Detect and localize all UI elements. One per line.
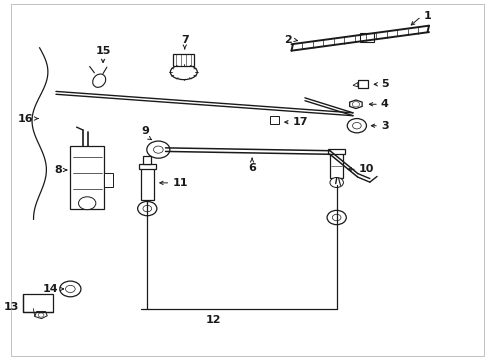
Bar (357, 80, 367, 88)
Text: 12: 12 (205, 315, 221, 325)
Circle shape (146, 141, 169, 158)
Ellipse shape (93, 74, 105, 87)
Circle shape (346, 118, 366, 133)
Text: 10: 10 (358, 164, 373, 174)
Text: 5: 5 (380, 79, 388, 89)
Text: 7: 7 (181, 35, 188, 45)
Bar (327, 149, 345, 154)
Text: 15: 15 (95, 46, 110, 56)
Text: 8: 8 (54, 165, 61, 175)
Text: 2: 2 (283, 35, 291, 45)
Bar (360, 33, 373, 41)
Bar (23, 294, 53, 312)
Bar (329, 153, 343, 178)
Circle shape (79, 197, 96, 210)
Ellipse shape (170, 64, 197, 80)
Polygon shape (35, 311, 47, 319)
Text: 14: 14 (42, 284, 58, 294)
Circle shape (329, 177, 343, 188)
Text: 13: 13 (4, 302, 20, 312)
Bar (173, 54, 194, 66)
Bar (104, 173, 112, 187)
Bar (143, 156, 151, 163)
Bar (270, 116, 279, 124)
Text: 3: 3 (380, 121, 388, 131)
Bar (138, 163, 156, 169)
Polygon shape (349, 100, 362, 109)
Text: 9: 9 (141, 126, 149, 136)
Bar (70, 146, 104, 208)
Polygon shape (352, 82, 357, 87)
Circle shape (138, 202, 157, 216)
Circle shape (153, 146, 163, 153)
Text: 17: 17 (292, 117, 307, 127)
Text: 11: 11 (172, 178, 187, 188)
Text: 4: 4 (380, 99, 388, 109)
Circle shape (326, 210, 346, 225)
Circle shape (60, 281, 81, 297)
Text: 16: 16 (17, 113, 33, 123)
Text: 1: 1 (422, 11, 430, 21)
Text: 6: 6 (247, 163, 256, 173)
Bar (140, 166, 154, 200)
